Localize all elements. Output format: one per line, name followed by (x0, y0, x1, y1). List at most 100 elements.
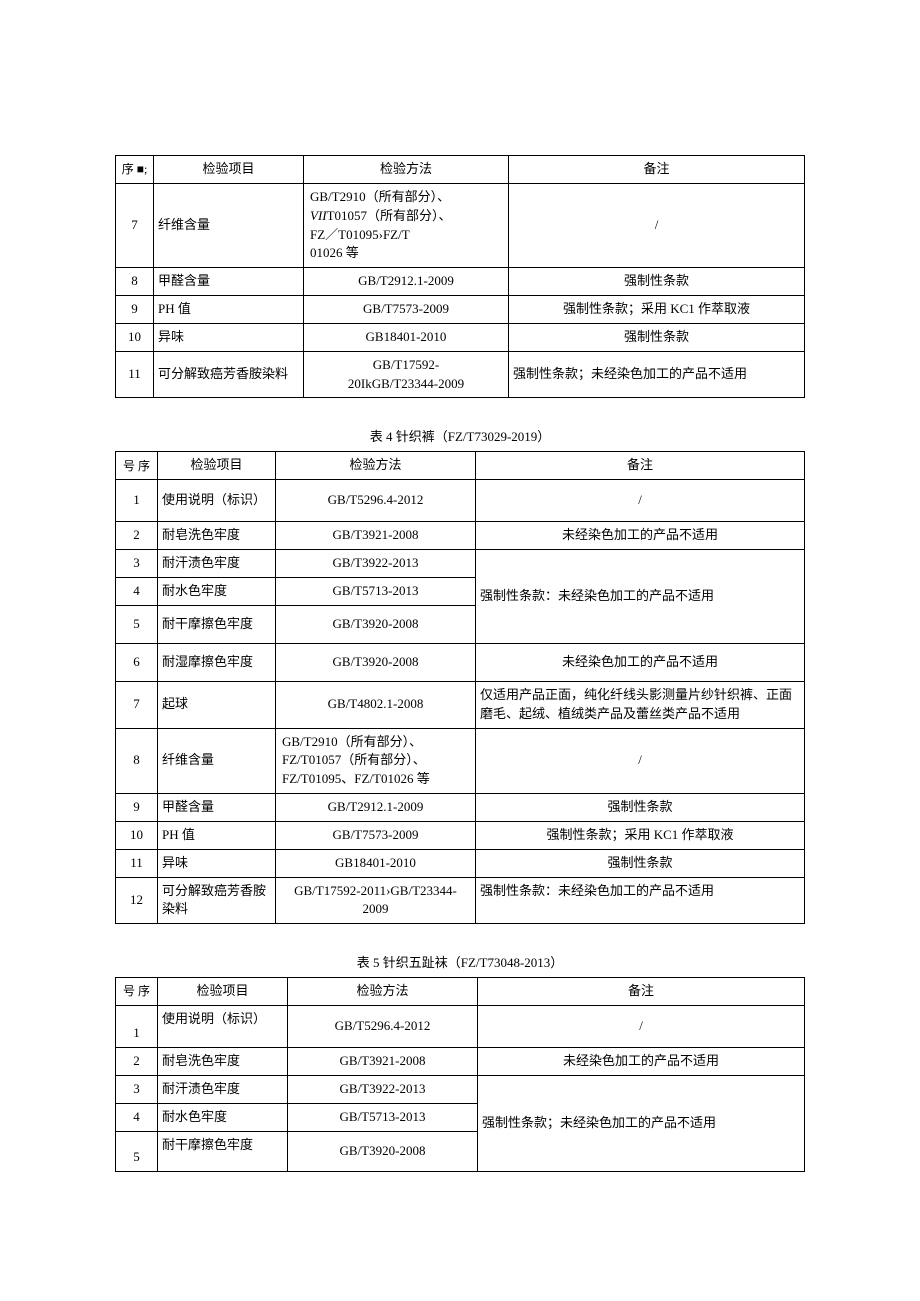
cell-remark: 强制性条款 (509, 323, 805, 351)
hdr-idx: 序 ■; (116, 156, 154, 184)
cell-item: 耐水色牢度 (158, 1103, 288, 1131)
cell-item: 耐干摩擦色牢度 (158, 1131, 288, 1171)
cell-idx: 5 (116, 605, 158, 643)
cell-method: GB/T4802.1-2008 (276, 681, 476, 728)
cell-idx: 6 (116, 643, 158, 681)
table-row: 1 使用说明（标识） GB/T5296.4-2012 / (116, 1006, 805, 1048)
cell-idx: 3 (116, 1075, 158, 1103)
cell-method: GB/T3922-2013 (288, 1075, 478, 1103)
hdr-method: 检验方法 (276, 452, 476, 480)
cell-method: GB/T5713-2013 (288, 1103, 478, 1131)
table-row: 8 甲醛含量 GB/T2912.1-2009 强制性条款 (116, 268, 805, 296)
cell-item: 可分解致癌芳香胺染料 (154, 351, 304, 398)
hdr-method: 检验方法 (288, 978, 478, 1006)
table-row: 3 耐汗渍色牢度 GB/T3922-2013 强制性条款：未经染色加工的产品不适… (116, 550, 805, 578)
table-1: 序 ■; 检验项目 检验方法 备注 7 纤维含量 GB/T2910（所有部分）、… (115, 155, 805, 398)
cell-remark: 强制性条款；采用 KC1 作萃取液 (476, 821, 805, 849)
cell-method: GB/T3920-2008 (276, 605, 476, 643)
hdr-remark: 备注 (476, 452, 805, 480)
table-row: 9 PH 值 GB/T7573-2009 强制性条款；采用 KC1 作萃取液 (116, 296, 805, 324)
cell-item: 耐皂洗色牢度 (158, 522, 276, 550)
cell-method: GB/T3920-2008 (288, 1131, 478, 1171)
table-row: 11 异味 GB18401-2010 强制性条款 (116, 849, 805, 877)
cell-item: 使用说明（标识） (158, 1006, 288, 1048)
cell-method: GB/T5296.4-2012 (288, 1006, 478, 1048)
cell-method: GB/T7573-2009 (276, 821, 476, 849)
cell-idx: 11 (116, 849, 158, 877)
cell-method: GB/T3921-2008 (288, 1048, 478, 1076)
table-row: 6 耐湿摩擦色牢度 GB/T3920-2008 未经染色加工的产品不适用 (116, 643, 805, 681)
cell-remark: 仅适用产品正面，纯化纤线头影测量片纱针织裤、正面磨毛、起绒、植绒类产品及蕾丝类产… (476, 681, 805, 728)
table-row: 10 异味 GB18401-2010 强制性条款 (116, 323, 805, 351)
cell-method: GB/T3921-2008 (276, 522, 476, 550)
cell-remark: 未经染色加工的产品不适用 (476, 643, 805, 681)
cell-remark: 强制性条款 (476, 849, 805, 877)
table-2: 号 序 检验项目 检验方法 备注 1 使用说明（标识） GB/T5296.4-2… (115, 451, 805, 924)
cell-idx: 10 (116, 323, 154, 351)
cell-item: 耐水色牢度 (158, 577, 276, 605)
table-2-block: 表 4 针织裤（FZ/T73029-2019） 号 序 检验项目 检验方法 备注… (115, 426, 805, 924)
cell-item: 耐皂洗色牢度 (158, 1048, 288, 1076)
cell-method: GB/T17592-20IkGB/T23344-2009 (304, 351, 509, 398)
cell-remark: 强制性条款：未经染色加工的产品不适用 (476, 550, 805, 644)
cell-method: GB/T5713-2013 (276, 577, 476, 605)
table-row: 1 使用说明（标识） GB/T5296.4-2012 / (116, 480, 805, 522)
cell-method: GB/T7573-2009 (304, 296, 509, 324)
table-row: 12 可分解致癌芳香胺染料 GB/T17592-2011›GB/T23344-2… (116, 877, 805, 924)
table-row: 10 PH 值 GB/T7573-2009 强制性条款；采用 KC1 作萃取液 (116, 821, 805, 849)
cell-method: GB/T2912.1-2009 (276, 794, 476, 822)
hdr-remark: 备注 (509, 156, 805, 184)
table-row: 7 纤维含量 GB/T2910（所有部分）、VIIT01057（所有部分）、FZ… (116, 183, 805, 267)
cell-idx: 2 (116, 1048, 158, 1076)
cell-idx: 12 (116, 877, 158, 924)
cell-remark: / (476, 480, 805, 522)
cell-item: 耐汗渍色牢度 (158, 550, 276, 578)
table-row: 3 耐汗渍色牢度 GB/T3922-2013 强制性条款；未经染色加工的产品不适… (116, 1075, 805, 1103)
cell-item: 耐湿摩擦色牢度 (158, 643, 276, 681)
cell-item: 耐干摩擦色牢度 (158, 605, 276, 643)
table-header-row: 号 序 检验项目 检验方法 备注 (116, 978, 805, 1006)
cell-item: 甲醛含量 (154, 268, 304, 296)
cell-idx: 11 (116, 351, 154, 398)
table-row: 2 耐皂洗色牢度 GB/T3921-2008 未经染色加工的产品不适用 (116, 522, 805, 550)
cell-item: 异味 (154, 323, 304, 351)
hdr-item: 检验项目 (158, 978, 288, 1006)
cell-idx: 1 (116, 1006, 158, 1048)
table-row: 7 起球 GB/T4802.1-2008 仅适用产品正面，纯化纤线头影测量片纱针… (116, 681, 805, 728)
cell-item: 使用说明（标识） (158, 480, 276, 522)
cell-idx: 8 (116, 728, 158, 794)
cell-remark: 强制性条款：未经染色加工的产品不适用 (476, 877, 805, 924)
cell-method: GB/T2910（所有部分）、FZ/T01057（所有部分）、FZ/T01095… (276, 728, 476, 794)
cell-idx: 4 (116, 577, 158, 605)
cell-idx: 8 (116, 268, 154, 296)
hdr-method: 检验方法 (304, 156, 509, 184)
table-row: 2 耐皂洗色牢度 GB/T3921-2008 未经染色加工的产品不适用 (116, 1048, 805, 1076)
cell-item: 可分解致癌芳香胺染料 (158, 877, 276, 924)
table-row: 9 甲醛含量 GB/T2912.1-2009 强制性条款 (116, 794, 805, 822)
cell-item: 纤维含量 (158, 728, 276, 794)
cell-idx: 9 (116, 794, 158, 822)
cell-method: GB18401-2010 (276, 849, 476, 877)
cell-idx: 7 (116, 183, 154, 267)
cell-method: GB18401-2010 (304, 323, 509, 351)
table-2-caption: 表 4 针织裤（FZ/T73029-2019） (115, 426, 805, 445)
cell-remark: / (476, 728, 805, 794)
table-3-caption: 表 5 针织五趾袜（FZ/T73048-2013） (115, 952, 805, 971)
cell-method: GB/T2910（所有部分）、VIIT01057（所有部分）、FZ／T01095… (304, 183, 509, 267)
cell-item: 异味 (158, 849, 276, 877)
hdr-item: 检验项目 (154, 156, 304, 184)
cell-idx: 10 (116, 821, 158, 849)
cell-remark: 强制性条款 (509, 268, 805, 296)
table-3-block: 表 5 针织五趾袜（FZ/T73048-2013） 号 序 检验项目 检验方法 … (115, 952, 805, 1171)
cell-item: 耐汗渍色牢度 (158, 1075, 288, 1103)
cell-remark: 强制性条款 (476, 794, 805, 822)
table-row: 8 纤维含量 GB/T2910（所有部分）、FZ/T01057（所有部分）、FZ… (116, 728, 805, 794)
cell-remark: 强制性条款；未经染色加工的产品不适用 (509, 351, 805, 398)
cell-remark: 强制性条款；采用 KC1 作萃取液 (509, 296, 805, 324)
hdr-remark: 备注 (478, 978, 805, 1006)
table-header-row: 序 ■; 检验项目 检验方法 备注 (116, 156, 805, 184)
cell-idx: 1 (116, 480, 158, 522)
cell-idx: 4 (116, 1103, 158, 1131)
hdr-idx: 号 序 (116, 978, 158, 1006)
cell-method: GB/T2912.1-2009 (304, 268, 509, 296)
